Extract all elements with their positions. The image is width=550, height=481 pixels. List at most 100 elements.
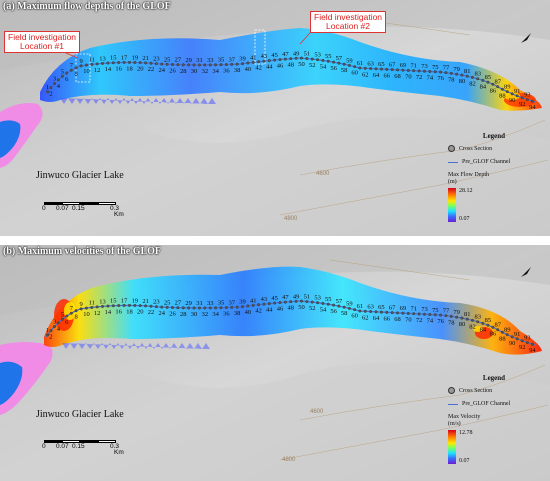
cross-section-label: 37 xyxy=(229,56,236,63)
legend-label: Cross Section xyxy=(459,145,493,152)
cross-section-marker xyxy=(106,304,110,308)
cross-section-marker xyxy=(433,313,437,317)
cross-section-label: 8 xyxy=(74,71,77,78)
cross-section-marker xyxy=(283,57,287,61)
cross-section-marker xyxy=(515,337,519,341)
cross-section-label: 29 xyxy=(185,300,192,307)
cross-section-label: 78 xyxy=(448,76,455,83)
contour-label: 4800 xyxy=(282,457,296,463)
cross-section-marker xyxy=(358,66,362,70)
cross-section-marker xyxy=(321,58,325,62)
cross-section-label: 25 xyxy=(164,299,171,306)
cross-section-label: 13 xyxy=(99,298,106,305)
cross-section-marker xyxy=(530,99,534,103)
cross-section-label: 52 xyxy=(309,62,316,69)
cross-section-marker xyxy=(385,310,389,314)
cross-section-marker xyxy=(406,311,410,315)
cross-section-marker xyxy=(465,317,469,321)
cross-section-label: 51 xyxy=(304,51,311,58)
cross-section-label: 76 xyxy=(437,318,444,325)
cross-section-label: 93 xyxy=(524,335,531,342)
cross-section-marker xyxy=(69,311,73,315)
ramp-min: 0.07 xyxy=(459,458,470,464)
cross-section-marker xyxy=(171,306,174,309)
cross-section-label: 84 xyxy=(480,326,487,333)
cross-section-marker xyxy=(363,66,367,70)
cross-section-label: 68 xyxy=(394,316,401,323)
cross-section-marker xyxy=(316,301,320,305)
cross-section-label: 2 xyxy=(49,334,52,341)
cross-section-label: 50 xyxy=(298,304,305,311)
cross-section-marker xyxy=(127,303,131,307)
cross-section-label: 60 xyxy=(351,313,358,320)
contour-label: 4600 xyxy=(316,171,330,177)
color-ramp: 12.78 0.07 xyxy=(448,430,540,464)
cross-section-label: 89 xyxy=(504,327,511,334)
callout-location-1: Field investigation Location #1 xyxy=(4,31,81,53)
cross-section-marker xyxy=(396,311,400,315)
cross-section-marker xyxy=(401,68,405,72)
cross-section-marker xyxy=(49,86,53,90)
cross-section-marker xyxy=(289,57,293,61)
cross-section-marker xyxy=(214,63,218,67)
north-arrow-icon xyxy=(521,267,531,277)
cross-section-label: 81 xyxy=(464,68,471,75)
cross-section-marker xyxy=(203,63,207,67)
cross-section-label: 19 xyxy=(132,54,139,61)
scale-unit: Km xyxy=(114,211,124,218)
lake-label: Jinwuco Glacier Lake xyxy=(36,170,124,181)
cross-section-label: 85 xyxy=(485,74,492,81)
cross-section-label: 64 xyxy=(373,315,380,322)
cross-section-marker xyxy=(176,306,180,310)
cross-section-label: 26 xyxy=(169,68,176,75)
color-ramp-bar xyxy=(448,188,456,222)
cross-section-marker xyxy=(208,63,212,67)
cross-section-marker xyxy=(337,61,341,65)
cross-section-label: 36 xyxy=(223,68,230,75)
cross-section-label: 9 xyxy=(79,58,82,65)
cross-section-label: 4 xyxy=(57,83,61,90)
cross-section-marker xyxy=(496,328,500,332)
cross-section-label: 79 xyxy=(453,66,460,73)
cross-section-label: 11 xyxy=(89,299,95,306)
scale-bar: 0 0.07 0.15 0.3 Km xyxy=(42,440,154,456)
cross-section-label: 15 xyxy=(110,298,117,305)
cross-section-marker xyxy=(332,303,336,307)
scale-tick: 0.3 xyxy=(110,205,120,212)
cross-section-label: 64 xyxy=(373,72,380,79)
cross-section-marker xyxy=(353,308,357,312)
cross-section-marker xyxy=(530,342,534,346)
cross-section-marker xyxy=(374,310,378,314)
scale-bar: 0 0.07 0.15 0.3 Km xyxy=(42,202,154,218)
cross-section-label: 10 xyxy=(83,311,90,318)
cross-section-marker xyxy=(486,323,490,327)
cross-section-marker xyxy=(219,306,223,310)
cross-section-label: 28 xyxy=(180,311,187,318)
cross-section-marker xyxy=(117,304,121,307)
cross-section-marker xyxy=(439,313,443,317)
cross-section-label: 79 xyxy=(453,309,460,316)
cross-section-label: 27 xyxy=(175,57,182,64)
cross-section-marker xyxy=(476,77,480,81)
cross-section-label: 74 xyxy=(427,317,434,324)
cross-section-label: 87 xyxy=(494,322,501,329)
cross-section-label: 17 xyxy=(121,54,128,61)
cross-section-marker xyxy=(203,306,207,310)
cross-section-marker xyxy=(154,305,158,309)
cross-section-marker xyxy=(460,73,464,77)
cross-section-marker xyxy=(316,58,320,62)
cross-section-marker xyxy=(423,69,426,73)
cross-section-marker xyxy=(171,63,174,66)
cross-section-marker xyxy=(214,306,218,310)
cross-section-label: 9 xyxy=(79,301,82,308)
legend: Legend Cross Section Pre_GLOF Channel Ma… xyxy=(448,374,540,464)
cross-section-label: 15 xyxy=(110,55,117,62)
cross-section-label: 86 xyxy=(490,330,497,337)
cross-section-label: 75 xyxy=(432,64,439,71)
cross-section-label: 31 xyxy=(196,57,203,64)
cross-section-marker xyxy=(267,59,271,63)
color-ramp: 28.12 0.07 xyxy=(448,188,540,222)
cross-section-label: 2 xyxy=(49,91,52,98)
cross-section-label: 88 xyxy=(499,92,506,99)
cross-section-label: 80 xyxy=(459,321,466,328)
